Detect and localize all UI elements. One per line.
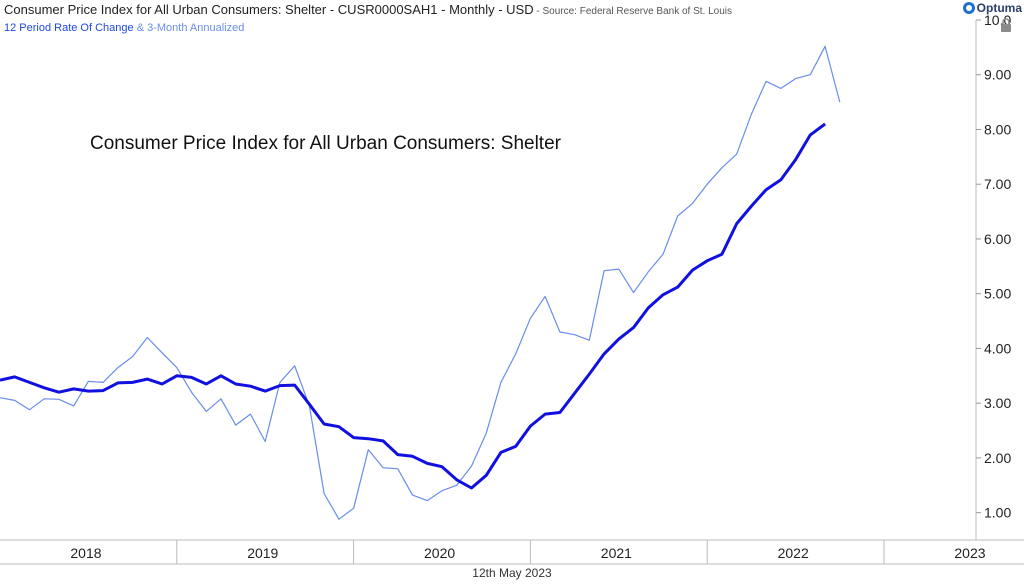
- x-tick-label: 2020: [424, 545, 455, 561]
- legend-series-1: 12 Period Rate Of Change: [4, 22, 134, 34]
- y-tick-label: 8.00: [984, 121, 1011, 137]
- title-bar: Consumer Price Index for All Urban Consu…: [0, 0, 1024, 20]
- chart-source: - Source: Federal Reserve Bank of St. Lo…: [533, 6, 733, 17]
- y-tick-label: 4.00: [984, 340, 1011, 356]
- legend-series-2: 3-Month Annualized: [147, 22, 245, 34]
- optuma-logo-icon: [962, 2, 975, 14]
- optuma-logo: Optuma: [962, 1, 1022, 15]
- chart-title-text: Consumer Price Index for All Urban Consu…: [4, 2, 534, 17]
- x-tick-label: 2022: [778, 545, 809, 561]
- x-tick-label: 2023: [954, 545, 985, 561]
- y-tick-label: 3.00: [984, 395, 1011, 411]
- y-tick-label: 1.00: [984, 505, 1011, 521]
- legend-separator: &: [133, 22, 148, 34]
- y-tick-label: 2.00: [984, 450, 1011, 466]
- y-tick-label: 7.00: [984, 176, 1011, 192]
- series-12-period-line: [0, 122, 826, 490]
- logo-text: Optuma: [976, 1, 1022, 15]
- chart-legend: 12 Period Rate Of Change & 3-Month Annua…: [4, 22, 244, 34]
- chart-annotation: Consumer Price Index for All Urban Consu…: [90, 133, 561, 154]
- y-tick-label: 6.00: [984, 231, 1011, 247]
- x-tick-label: 2018: [70, 545, 101, 561]
- x-tick-label: 2021: [601, 545, 632, 561]
- lock-icon[interactable]: [1000, 18, 1012, 37]
- chart-title: Consumer Price Index for All Urban Consu…: [4, 2, 732, 17]
- series-3-month-line: [0, 45, 841, 520]
- y-tick-label: 9.00: [984, 67, 1011, 83]
- x-tick-label: 2019: [247, 545, 278, 561]
- y-tick-label: 5.00: [984, 286, 1011, 302]
- footer-date: 12th May 2023: [472, 566, 552, 580]
